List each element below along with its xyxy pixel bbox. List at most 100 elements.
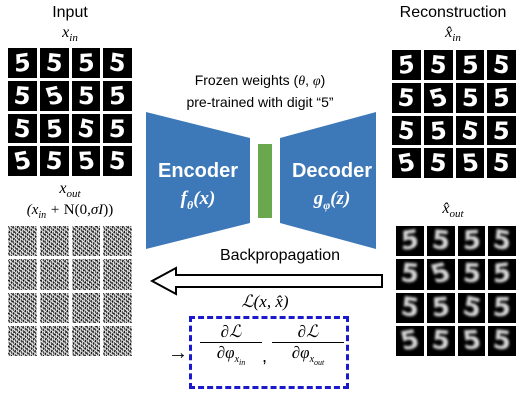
reconstruction-out-tile: 5 [488, 259, 516, 290]
frozen-weights-note: Frozen weights (θ, φ) pre-trained with d… [160, 70, 360, 112]
backprop-label: Backpropagation [219, 247, 341, 264]
reconstruction-out-tile: 5 [396, 226, 424, 257]
reconstruction-in-tile: 5 [455, 115, 485, 146]
input-digit-tile-digit: 5 [77, 81, 95, 110]
reconstruction-out-tile-digit: 5 [399, 259, 421, 290]
reconstruction-out-tile: 5 [488, 325, 516, 356]
noise-tile [8, 292, 37, 323]
gradient-in-numerator: ∂ℒ [200, 322, 262, 343]
input-digit-tile: 5 [39, 146, 69, 176]
decoder-label: Decoder [291, 160, 373, 182]
reconstruction-in-tile: 5 [392, 50, 421, 80]
input-digit-tile-digit: 5 [12, 113, 33, 144]
noise-tile [103, 325, 132, 356]
encoder-label: Encoder [157, 160, 239, 182]
reconstruction-out-tile: 5 [457, 325, 486, 356]
reconstruction-in-tile-digit: 5 [425, 82, 451, 113]
reconstruction-out-tile: 5 [426, 325, 455, 356]
reconstruction-out-tile-digit: 5 [430, 226, 451, 257]
reconstruction-out-tile: 5 [396, 292, 424, 323]
frozen-line-2: pre-trained with digit “5” [186, 94, 334, 110]
reconstruction-out-tile-digit: 5 [460, 325, 483, 356]
reconstruction-out-tile-digit: 5 [430, 292, 451, 323]
noise-tile [103, 259, 132, 290]
reconstruction-in-tile: 5 [487, 50, 516, 80]
loss-label: ℒ(x, x̂) [241, 292, 289, 311]
input-digit-tile-digit: 5 [41, 80, 67, 111]
reconstruction-out-tile: 5 [457, 226, 486, 257]
reconstruction-in-tile-digit: 5 [492, 148, 512, 178]
input-digit-tile-digit: 5 [77, 48, 95, 78]
noise-tile [103, 226, 132, 257]
reconstruction-in-tile: 5 [455, 82, 485, 113]
input-digit-tile-digit: 5 [108, 146, 128, 176]
reconstruction-out-tile-digit: 5 [461, 259, 481, 290]
reconstruction-out-tile: 5 [426, 226, 455, 257]
input-digit-tile-digit: 5 [10, 146, 34, 176]
input-digit-tile-digit: 5 [12, 81, 33, 111]
gradient-out-numerator: ∂ℒ [272, 322, 344, 343]
encoder-function: fθ(x) [180, 188, 216, 212]
noise-tile [103, 292, 132, 323]
input-digit-tile: 5 [8, 146, 37, 176]
input-digit-tile-digit: 5 [45, 113, 64, 143]
reconstruction-in-tile-digit: 5 [492, 50, 512, 80]
input-digit-tile-digit: 5 [44, 48, 64, 78]
reconstruction-in-tile-digit: 5 [461, 50, 479, 80]
reconstruction-out-tile: 5 [488, 226, 516, 257]
input-digit-tile-digit: 5 [108, 114, 127, 143]
reconstruction-title: Reconstruction [399, 4, 507, 21]
backprop-arrow [150, 266, 383, 296]
xhat-out-label: x̂out [442, 200, 464, 221]
reconstruction-in-tile: 5 [392, 148, 421, 178]
input-digit-tile: 5 [8, 113, 37, 144]
reconstruction-in-tile: 5 [423, 82, 453, 113]
reconstruction-in-tile: 5 [423, 115, 453, 146]
reconstruction-in-tile: 5 [455, 50, 485, 80]
input-digit-tile-digit: 5 [75, 146, 96, 176]
input-digit-tile: 5 [103, 113, 132, 144]
gradient-in: ∂ℒ ∂φxin [200, 322, 262, 367]
reconstruction-out-tile-digit: 5 [491, 226, 513, 257]
reconstruction-out-tile: 5 [426, 259, 455, 290]
noise-tile [8, 226, 37, 257]
gradient-arrow-icon: → [168, 342, 188, 364]
reconstruction-in-tile: 5 [392, 115, 421, 146]
reconstruction-out-tile-digit: 5 [426, 259, 455, 290]
input-digit-tile: 5 [103, 146, 132, 176]
reconstruction-in-tile: 5 [423, 50, 453, 80]
reconstruction-in-tile-digit: 5 [428, 148, 449, 178]
reconstruction-in-tile-digit: 5 [429, 115, 448, 145]
reconstruction-in-tile-digit: 5 [459, 115, 481, 146]
latent-bar [258, 144, 272, 218]
input-title: Input [52, 4, 88, 21]
reconstruction-out-tile: 5 [396, 325, 424, 356]
encoder-block [146, 112, 250, 249]
reconstruction-out-tile-digit: 5 [492, 292, 513, 323]
noise-tile [8, 325, 37, 356]
input-digit-tile: 5 [71, 113, 101, 144]
input-digit-tile-digit: 5 [108, 48, 128, 78]
autoencoder-diagram [146, 112, 376, 249]
input-digit-tile: 5 [8, 48, 37, 78]
input-digit-tile: 5 [8, 80, 37, 111]
reconstruction-in-tile-digit: 5 [397, 50, 416, 80]
reconstruction-in-tile-digit: 5 [461, 83, 479, 112]
gradient-out-denominator: ∂φxout [291, 343, 325, 368]
reconstruction-out-tile-digit: 5 [491, 325, 513, 356]
reconstruction-out-tile: 5 [457, 259, 486, 290]
noise-tile [71, 292, 101, 323]
x-out-label: xout [59, 180, 81, 201]
input-digit-tile: 5 [39, 48, 69, 78]
reconstruction-out-tile: 5 [457, 292, 486, 323]
input-digit-tile-digit: 5 [44, 146, 65, 176]
gradient-in-denominator: ∂φxin [216, 343, 246, 368]
xhat-in-label: x̂in [445, 24, 461, 45]
noise-tile [39, 292, 69, 323]
input-digit-tile: 5 [103, 48, 132, 78]
input-digit-tile: 5 [39, 113, 69, 144]
decoder-function: gφ(z) [313, 188, 351, 212]
